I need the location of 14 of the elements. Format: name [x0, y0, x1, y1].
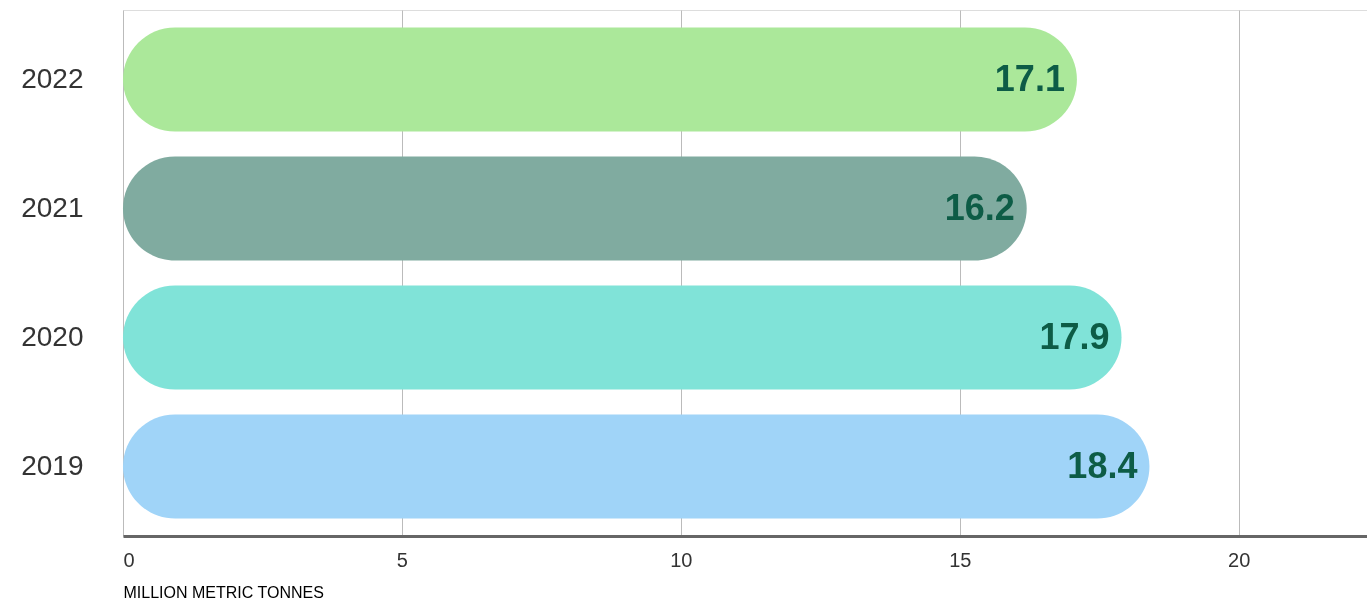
y-tick-label: 2019: [21, 450, 84, 481]
x-tick-label: 15: [949, 548, 972, 571]
y-tick-label: 2020: [21, 321, 84, 352]
x-tick-label: 0: [123, 548, 135, 571]
y-tick-label: 2022: [21, 63, 84, 94]
data-label: 17.1: [994, 57, 1065, 99]
x-tick-label: 10: [670, 548, 693, 571]
x-tick-label: 20: [1228, 548, 1251, 571]
data-label: 16.2: [944, 186, 1015, 228]
x-tick-label: 5: [396, 548, 408, 571]
data-label: 18.4: [1067, 444, 1138, 486]
y-tick-label: 2021: [21, 192, 84, 223]
data-label: 17.9: [1039, 315, 1110, 357]
x-axis-title: MILLION METRIC TONNES: [123, 583, 324, 601]
